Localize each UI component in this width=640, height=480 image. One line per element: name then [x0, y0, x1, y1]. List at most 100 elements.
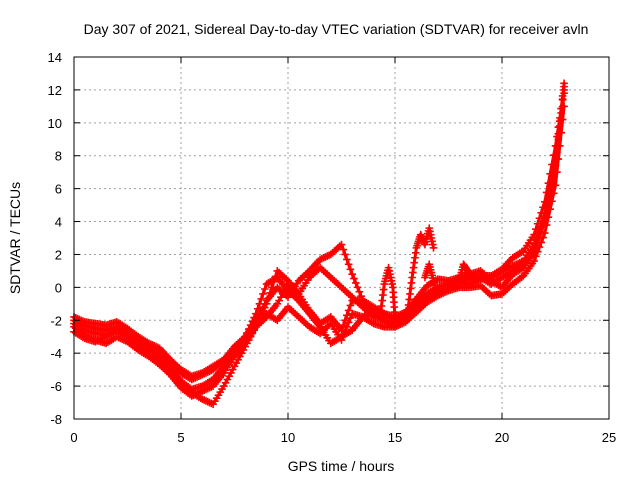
- data-point-marker: [537, 223, 546, 231]
- x-tick-label: 20: [495, 430, 509, 445]
- data-point-marker: [253, 304, 262, 313]
- data-point-marker: [346, 265, 355, 274]
- data-point-marker: [344, 260, 353, 269]
- data-point-marker: [271, 272, 280, 281]
- y-tick-label: -6: [50, 379, 62, 394]
- data-point-marker: [266, 289, 274, 297]
- data-point-marker: [351, 279, 360, 287]
- data-point-marker: [252, 309, 260, 318]
- y-tick-label: -4: [50, 346, 62, 361]
- x-tick-label: 10: [281, 430, 295, 445]
- data-point-marker: [261, 303, 269, 312]
- x-tick-label: 25: [602, 430, 616, 445]
- data-point-marker: [261, 285, 269, 293]
- x-tick-label: 15: [388, 430, 402, 445]
- data-point-marker: [539, 218, 547, 226]
- y-tick-label: 0: [55, 280, 62, 295]
- data-point-marker: [533, 233, 542, 242]
- chart-title: Day 307 of 2021, Sidereal Day-to-day VTE…: [84, 21, 589, 37]
- y-tick-label: 12: [48, 83, 62, 98]
- data-point-marker: [350, 274, 358, 283]
- data-point-marker: [468, 273, 476, 282]
- series-spike-18.2h: [455, 260, 476, 285]
- y-tick-label: 8: [55, 149, 62, 164]
- data-point-marker: [264, 294, 273, 303]
- data-point-marker: [541, 212, 549, 221]
- y-axis-label: SDTVAR / TECUs: [7, 182, 23, 294]
- data-point-marker: [250, 313, 258, 322]
- plot-frame: [73, 56, 610, 420]
- data-point-marker: [532, 225, 540, 234]
- data-point-marker: [253, 319, 262, 327]
- tick-marks: [73, 56, 610, 420]
- data-point-marker: [341, 250, 349, 259]
- data-point-marker: [551, 161, 560, 170]
- data-point-marker: [355, 287, 364, 296]
- data-point-marker: [541, 229, 549, 237]
- data-point-marker: [544, 195, 553, 204]
- data-point-marker: [549, 170, 558, 178]
- data-point-marker: [434, 290, 442, 298]
- series-layer: [70, 79, 568, 408]
- y-tick-labels: -8 -6 -4 -2 0 2 4 6 8 10 12 14: [48, 50, 62, 427]
- x-tick-label: 5: [177, 430, 184, 445]
- data-point-marker: [554, 135, 563, 144]
- data-point-marker: [560, 82, 568, 91]
- data-point-marker: [548, 178, 556, 187]
- data-point-marker: [343, 255, 351, 264]
- data-point-marker: [246, 321, 255, 330]
- y-tick-label: 6: [55, 182, 62, 197]
- data-point-marker: [262, 300, 271, 308]
- data-point-marker: [269, 278, 278, 286]
- y-tick-label: -2: [50, 313, 62, 328]
- data-point-marker: [341, 316, 349, 325]
- series-track-4: [70, 86, 568, 381]
- data-point-marker: [344, 306, 353, 315]
- data-point-marker: [339, 245, 348, 254]
- data-point-marker: [557, 109, 566, 117]
- data-point-marker: [259, 290, 267, 298]
- data-point-marker: [535, 228, 544, 237]
- data-point-marker: [537, 208, 546, 217]
- data-point-marker: [268, 283, 276, 292]
- data-point-marker: [533, 219, 542, 228]
- series-spike-15.8h: [404, 224, 438, 315]
- y-tick-label: 14: [48, 50, 62, 65]
- data-point-marker: [555, 122, 564, 130]
- data-point-marker: [546, 187, 554, 195]
- data-point-marker: [532, 238, 540, 247]
- data-point-marker: [259, 307, 267, 316]
- data-point-marker: [558, 95, 567, 104]
- data-point-marker: [548, 160, 556, 169]
- series-track-5: [70, 82, 568, 408]
- data-point-marker: [348, 270, 356, 278]
- y-tick-label: 2: [55, 247, 62, 262]
- x-tick-label: 0: [70, 430, 77, 445]
- data-point-marker: [346, 301, 355, 310]
- data-point-marker: [337, 240, 346, 249]
- data-point-marker: [535, 214, 544, 223]
- data-point-marker: [530, 257, 538, 265]
- data-point-marker: [339, 321, 348, 330]
- y-tick-label: -8: [50, 412, 62, 427]
- data-point-marker: [257, 295, 266, 303]
- data-point-marker: [252, 323, 260, 331]
- data-point-marker: [391, 313, 399, 321]
- data-point-marker: [244, 325, 253, 333]
- data-point-marker: [255, 300, 264, 308]
- data-point-marker: [255, 315, 264, 323]
- data-point-marker: [248, 317, 257, 326]
- data-point-marker: [353, 283, 362, 292]
- data-point-marker: [343, 311, 351, 320]
- data-point-marker: [542, 204, 551, 212]
- x-axis-label: GPS time / hours: [288, 458, 395, 474]
- series-spike-14.5h: [376, 263, 399, 321]
- data-point-marker: [539, 203, 547, 212]
- data-point-marker: [337, 326, 346, 334]
- data-point-marker: [257, 311, 266, 320]
- series-spike-16.9h: [421, 260, 442, 298]
- data-point-marker: [530, 244, 538, 252]
- x-tick-labels: 0 5 10 15 20 25: [70, 430, 616, 445]
